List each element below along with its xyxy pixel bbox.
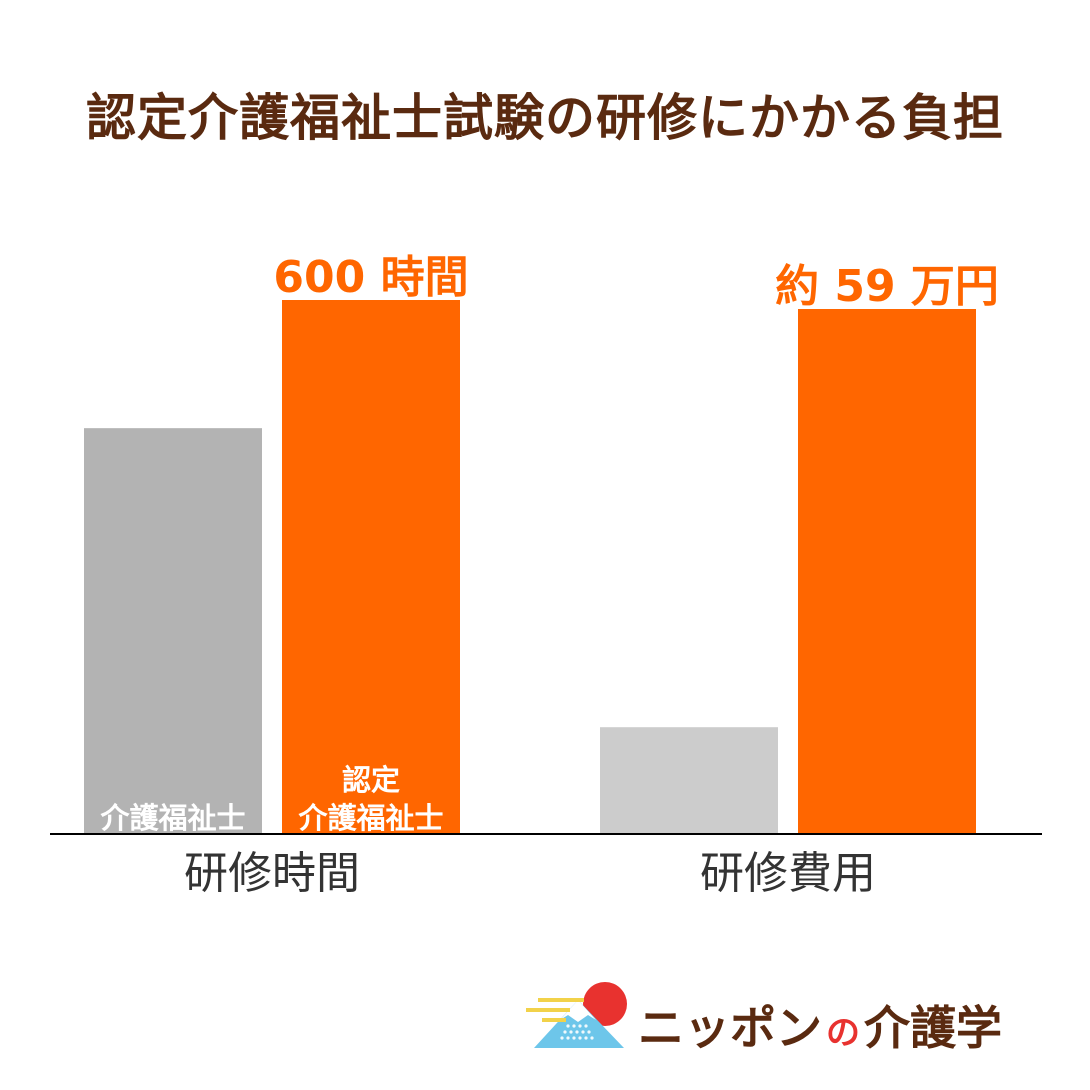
series-label-kaigo: 介護福祉士 (99, 801, 245, 835)
bar-cost-kaigo (600, 727, 778, 834)
bar-time-kaigo (84, 428, 262, 834)
value-label: 約 59 万円 (775, 261, 999, 312)
bar-cost-nintei (798, 309, 976, 834)
value-label: 600 時間 (273, 252, 468, 303)
brand-name-part2: の (826, 1013, 860, 1053)
brand-name-part1: ニッポン (638, 1001, 822, 1055)
series-label-nintei-line1: 認定 (342, 763, 400, 797)
mount-fuji-logo-icon (526, 982, 627, 1048)
brand-name: ニッポン の介護学 (638, 992, 1002, 1058)
category-label: 研修費用 (700, 848, 876, 899)
chart-title: 認定介護福祉士試験の研修にかかる負担 (86, 89, 1004, 147)
brand-logo[interactable]: ニッポン の介護学 (520, 982, 1080, 1062)
series-label-nintei-line2: 介護福祉士 (297, 801, 443, 835)
category-label: 研修時間 (184, 848, 360, 899)
brand-name-part3: 介護学 (864, 1001, 1002, 1055)
bar-time-nintei (282, 300, 460, 834)
